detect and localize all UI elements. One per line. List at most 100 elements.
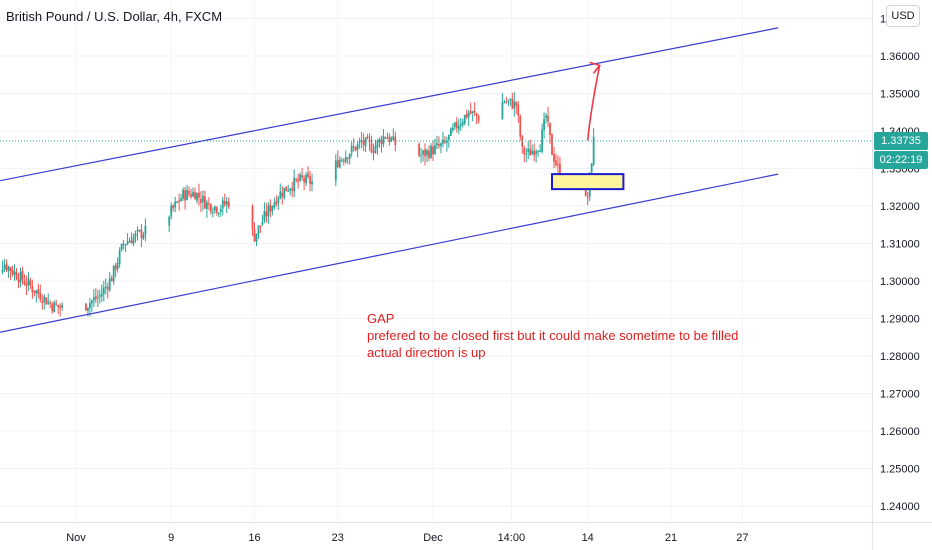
candle xyxy=(106,282,109,299)
candle xyxy=(104,278,107,295)
candle xyxy=(39,284,42,303)
candle xyxy=(43,294,46,310)
candle xyxy=(384,136,387,140)
candle xyxy=(225,197,228,213)
candle xyxy=(445,136,448,152)
candle xyxy=(535,149,538,163)
candle xyxy=(344,150,347,164)
candle xyxy=(475,112,478,124)
x-tick-label: 9 xyxy=(168,532,174,544)
candle xyxy=(255,233,258,247)
candle xyxy=(85,302,87,311)
candle xyxy=(394,131,397,152)
annotation-line-1: GAP xyxy=(367,311,395,326)
candle xyxy=(59,303,62,317)
candle xyxy=(94,287,97,303)
candle xyxy=(467,110,470,127)
candle xyxy=(138,229,141,233)
candle xyxy=(295,177,298,183)
candle xyxy=(11,265,14,277)
candle xyxy=(271,205,274,216)
candle xyxy=(92,289,95,307)
candle xyxy=(130,232,133,244)
candle xyxy=(543,112,545,139)
x-tick-label: 23 xyxy=(332,532,344,544)
x-tick-label: 16 xyxy=(248,532,260,544)
candle xyxy=(192,187,194,198)
candle xyxy=(261,214,264,226)
candle xyxy=(112,265,115,285)
candle xyxy=(279,183,282,200)
y-tick-label: 1.28000 xyxy=(880,351,920,363)
currency-button[interactable]: USD xyxy=(886,5,920,27)
candle xyxy=(549,122,551,144)
gap-zone-rectangle[interactable] xyxy=(551,173,625,191)
candle xyxy=(114,262,117,278)
candle xyxy=(144,218,147,242)
y-tick-label: 1.36000 xyxy=(880,51,920,63)
candle xyxy=(378,137,381,148)
channel-lower-line[interactable] xyxy=(0,173,779,341)
candle xyxy=(98,289,101,304)
candle xyxy=(309,170,311,192)
candle xyxy=(31,279,34,299)
candle xyxy=(334,154,337,187)
candle xyxy=(533,143,536,162)
x-tick-label: 27 xyxy=(736,532,748,544)
candle xyxy=(513,92,516,117)
chart-title: British Pound / U.S. Dollar, 4h, FXCM xyxy=(6,9,223,24)
candle xyxy=(340,157,343,163)
candle xyxy=(390,136,393,143)
candle xyxy=(202,190,204,211)
channel-upper-line[interactable] xyxy=(0,27,779,189)
candle xyxy=(307,166,309,179)
candle xyxy=(9,266,12,280)
candle xyxy=(370,135,373,154)
candle xyxy=(527,141,530,160)
candle xyxy=(273,197,276,210)
candle xyxy=(356,141,359,158)
candle xyxy=(428,145,430,162)
candle xyxy=(102,280,105,302)
candle xyxy=(51,302,54,314)
candle xyxy=(90,299,93,312)
candle xyxy=(422,149,424,162)
candle xyxy=(354,146,357,152)
candle xyxy=(200,191,202,213)
candle xyxy=(281,185,284,205)
candle xyxy=(265,202,268,223)
drawing-overlays[interactable] xyxy=(0,27,872,341)
candle xyxy=(47,293,50,305)
candle xyxy=(457,118,460,135)
candle xyxy=(503,99,506,104)
candle xyxy=(53,300,56,313)
up-arrow[interactable] xyxy=(586,65,601,141)
candle xyxy=(25,275,28,296)
candle xyxy=(511,92,514,110)
candle xyxy=(507,99,510,107)
candle xyxy=(134,230,137,243)
candle xyxy=(509,98,512,106)
candle xyxy=(392,128,395,141)
candle xyxy=(87,307,89,317)
candle xyxy=(525,147,528,163)
candle xyxy=(531,144,534,155)
candle xyxy=(96,289,99,308)
x-tick-label: Nov xyxy=(66,532,86,544)
candle xyxy=(586,191,589,206)
candle xyxy=(283,187,286,200)
candle xyxy=(15,267,18,281)
candle xyxy=(211,207,214,218)
candle xyxy=(473,102,476,116)
candle xyxy=(368,133,371,151)
candle xyxy=(342,158,345,166)
candle xyxy=(217,212,220,218)
candle xyxy=(440,142,442,154)
candle xyxy=(372,143,375,161)
annotation-text[interactable]: GAP prefered to be closed first but it c… xyxy=(367,310,738,361)
y-tick-label: 1.26000 xyxy=(880,426,920,438)
candle xyxy=(206,199,208,218)
candle xyxy=(61,302,64,311)
candle xyxy=(430,143,432,160)
